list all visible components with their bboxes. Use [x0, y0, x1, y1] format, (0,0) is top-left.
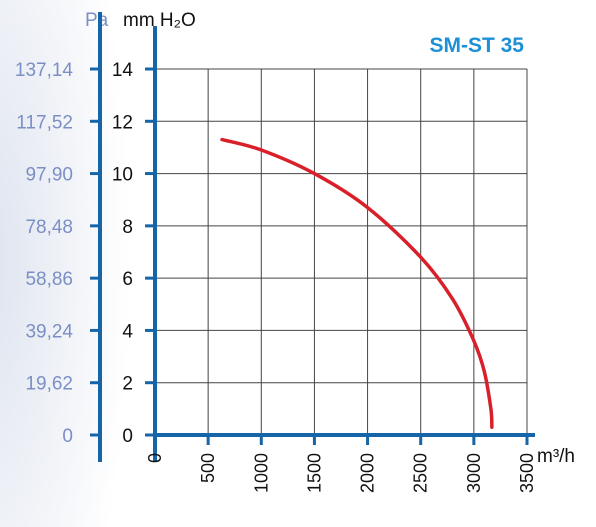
data-series	[220, 137, 494, 429]
pa-tick-label: 137,14	[15, 60, 74, 81]
y-tick-label: 0	[122, 426, 133, 447]
y-tick-label: 8	[122, 217, 133, 238]
pa-tick-label: 117,52	[16, 112, 73, 133]
y-tick-label: 6	[122, 269, 133, 290]
y-tick-label: 10	[112, 165, 133, 186]
grid-lines	[155, 68, 528, 435]
x-tick-label: 3500	[517, 453, 537, 493]
y-tick-label: 4	[122, 321, 133, 342]
pa-tick-label: 78,48	[25, 217, 73, 238]
x-tick-label: 1500	[304, 453, 324, 493]
mm-axis-title: mm H₂O	[123, 10, 196, 31]
axes	[90, 12, 535, 462]
y-tick-label: 2	[122, 374, 133, 395]
x-axis-title: m³/h	[537, 446, 575, 467]
pa-tick-label: 58,86	[25, 269, 73, 290]
y-tick-label: 12	[112, 112, 133, 133]
x-tick-label: 2500	[411, 453, 431, 493]
pa-tick-label: 39,24	[25, 321, 73, 342]
x-tick-label: 0	[145, 453, 165, 463]
x-tick-label: 2000	[358, 453, 378, 493]
pa-axis-title: Pa	[85, 10, 109, 31]
tick-labels: 0 0 19,62 2 39,24 4 58,86 6 78,48 8 97,90 10 117,52 1…	[15, 60, 537, 493]
y-tick-label: 14	[112, 60, 134, 81]
pa-tick-label: 19,62	[25, 374, 73, 395]
pa-tick-label: 97,90	[25, 165, 73, 186]
fan-curve-line	[220, 137, 494, 429]
x-tick-label: 500	[198, 453, 218, 483]
x-tick-label: 3000	[464, 453, 484, 493]
chart-title: SM-ST 35	[429, 34, 524, 57]
pa-tick-label: 0	[62, 426, 73, 447]
x-tick-label: 1000	[251, 453, 271, 493]
